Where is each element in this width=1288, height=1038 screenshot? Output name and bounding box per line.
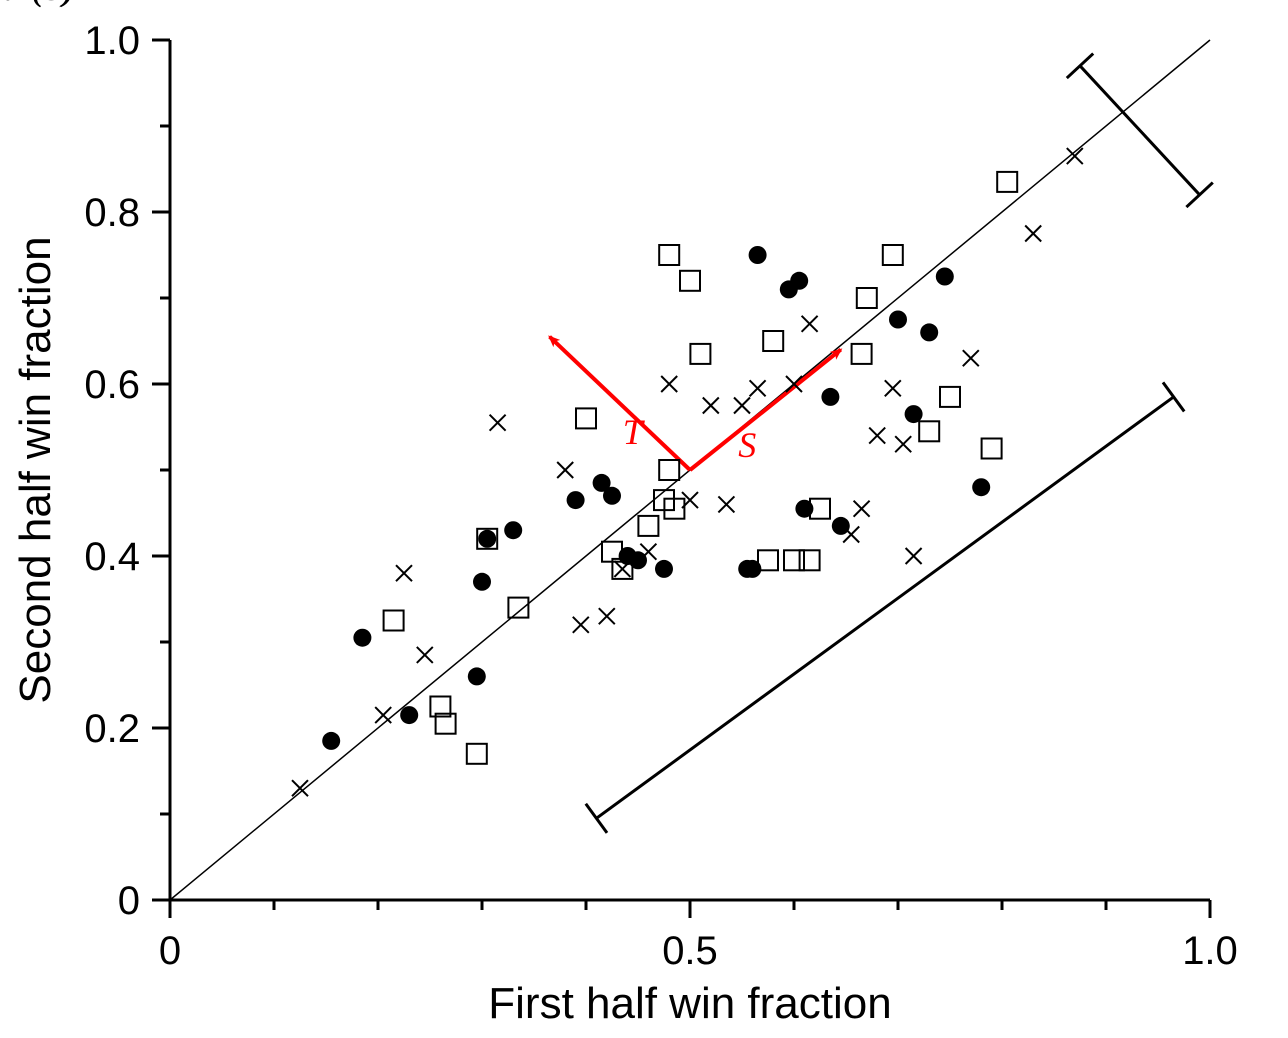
circle-marker [400,706,418,724]
circle-marker [353,629,371,647]
var-bar-label-B: B = var(T) [0,0,74,8]
y-tick-label: 0.2 [84,707,140,751]
circle-marker [972,478,990,496]
x-tick-label: 1.0 [1182,929,1238,973]
circle-marker [795,500,813,518]
chart-svg: STA = var(S)B = var(T)00.51.000.20.40.60… [0,0,1288,1038]
circle-marker [832,517,850,535]
circle-marker [468,667,486,685]
arrow-label-T: T [623,412,646,452]
x-tick-label: 0.5 [662,929,718,973]
y-tick-label: 0.4 [84,535,140,579]
y-axis-label: Second half win fraction [11,236,60,703]
circle-marker [603,487,621,505]
circle-marker [504,521,522,539]
circle-marker [920,323,938,341]
scatter-chart: STA = var(S)B = var(T)00.51.000.20.40.60… [0,0,1288,1038]
circle-marker [473,573,491,591]
circle-marker [478,530,496,548]
x-tick-label: 0 [159,929,181,973]
circle-marker [322,732,340,750]
circle-marker [936,268,954,286]
y-tick-label: 0 [118,879,140,923]
y-tick-label: 0.6 [84,363,140,407]
circle-marker [790,272,808,290]
circle-marker [655,560,673,578]
circle-marker [749,246,767,264]
circle-marker [619,547,637,565]
circle-marker [905,405,923,423]
arrow-label-S: S [738,425,756,465]
y-tick-label: 0.8 [84,191,140,235]
circle-marker [743,560,761,578]
y-tick-label: 1.0 [84,19,140,63]
circle-marker [821,388,839,406]
x-axis-label: First half win fraction [488,979,891,1028]
circle-marker [567,491,585,509]
circle-marker [889,311,907,329]
